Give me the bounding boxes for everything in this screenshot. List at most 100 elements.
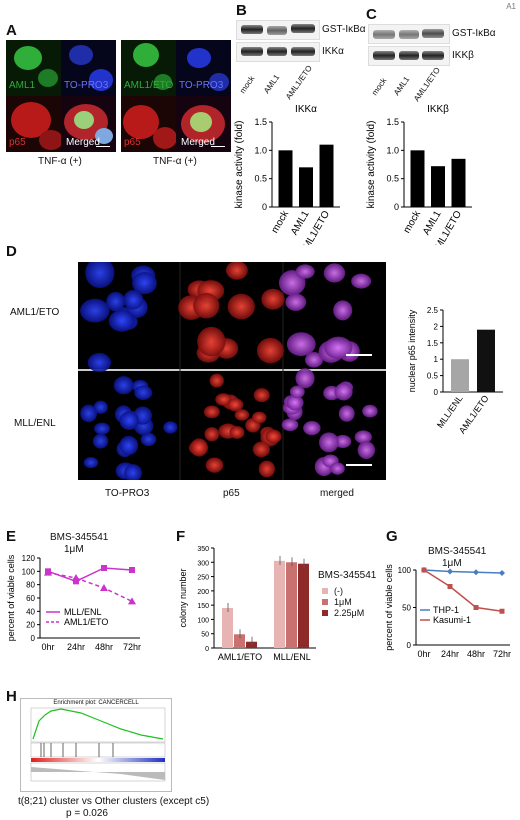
panel-e-legend-label: MLL/ENL <box>64 607 102 617</box>
panel-a-left-merged-label: Merged <box>66 137 100 148</box>
cell <box>229 426 245 439</box>
panel-e-point <box>129 567 135 573</box>
panel-f-bar <box>246 641 257 648</box>
panel-g-legend-label: Kasumi-1 <box>433 615 471 625</box>
panel-c-y-tick-label: 0.5 <box>386 174 399 184</box>
panel-d-y-tick-label: 0.5 <box>427 372 439 381</box>
cell <box>253 388 270 403</box>
panel-f-bar <box>274 560 285 648</box>
cell <box>203 405 220 419</box>
panel-c-blot-1 <box>368 24 450 44</box>
panel-b-y-axis-label: kinase activity (fold) <box>234 121 245 209</box>
panel-c-y-tick-label: 1.5 <box>386 117 399 127</box>
panel-c-lane-label: AML1/ETO <box>412 65 442 104</box>
cell <box>295 264 315 279</box>
cell <box>261 288 285 310</box>
panel-d-row-label: AML1/ETO <box>10 307 60 318</box>
panel-d-y-tick-label: 2 <box>434 322 439 331</box>
cell <box>209 373 224 388</box>
panel-d-y-tick-label: 2.5 <box>427 306 439 315</box>
panel-f-legend-swatch <box>322 588 328 594</box>
cell <box>258 460 275 478</box>
cell <box>362 404 378 418</box>
cell <box>87 353 112 373</box>
cell <box>251 411 267 424</box>
panel-c-bar <box>410 150 425 207</box>
cell <box>286 394 304 411</box>
cell <box>334 434 352 449</box>
cell <box>225 262 248 280</box>
panel-b-lane-label: AML1/ETO <box>284 63 314 102</box>
panel-b-bar <box>299 167 313 207</box>
scale-bar <box>346 464 372 466</box>
panel-g-title: 1μM <box>442 558 462 569</box>
panel-g-x-tick-label: 0hr <box>417 649 430 659</box>
cell <box>303 421 321 436</box>
panel-f-label: F <box>176 528 186 545</box>
panel-g-series-line <box>423 569 503 612</box>
cell <box>227 398 244 412</box>
cell <box>205 457 224 473</box>
cell <box>93 400 108 414</box>
panel-d-y-axis-label: nuclear p65 intensity <box>407 309 417 392</box>
panel-g-y-tick-label: 50 <box>402 604 411 613</box>
cell <box>324 336 353 359</box>
panel-d-y-tick-label: 0 <box>434 388 439 397</box>
cell <box>227 293 255 320</box>
panel-c-y-tick-label: 0 <box>394 202 399 212</box>
panel-e-legend-label: AML1/ETO <box>64 617 108 627</box>
panel-e-series-line <box>47 571 133 603</box>
panel-c-lane-label: AML1 <box>392 74 412 98</box>
panel-g-point <box>473 569 479 576</box>
panel-d-bar <box>451 359 469 392</box>
cell <box>132 272 157 295</box>
cell <box>108 309 135 332</box>
panel-d-row-label: MLL/ENL <box>14 418 56 429</box>
cell <box>134 385 153 401</box>
panel-c-blot-2-label: IKKβ <box>452 50 474 61</box>
panel-c-title: IKKβ <box>427 104 449 115</box>
cell <box>286 332 316 357</box>
panel-b-y-tick-label: 0 <box>262 202 267 212</box>
cell <box>124 464 142 480</box>
panel-g-legend-label: THP-1 <box>433 605 459 615</box>
panel-g-point <box>421 567 427 573</box>
cell <box>304 352 324 368</box>
panel-a-left-caption: TNF-α (+) <box>38 156 82 167</box>
scale-bar <box>211 146 225 147</box>
panel-a-right-merged-label: Merged <box>181 137 215 148</box>
panel-b-y-tick-label: 1.0 <box>254 145 267 155</box>
panel-f-bar <box>286 562 297 648</box>
cell <box>252 441 270 458</box>
panel-d-label: D <box>6 243 17 260</box>
cell <box>334 383 353 401</box>
cell <box>357 441 376 460</box>
panel-e-title: BMS-345541 <box>50 532 109 543</box>
panel-f-y-tick-label: 150 <box>197 603 209 610</box>
cell <box>113 376 134 395</box>
panel-h-enrichment-plot: Enrichment plot: CANCERCELL <box>20 698 172 792</box>
panel-g-title: BMS-345541 <box>428 546 487 557</box>
panel-g-label: G <box>386 528 398 545</box>
cell <box>193 293 220 319</box>
panel-f-y-tick-label: 100 <box>197 617 209 624</box>
cell <box>354 430 372 444</box>
panel-e-point <box>100 584 108 591</box>
panel-g-series-line <box>423 569 503 574</box>
cell <box>295 368 315 389</box>
panel-a-right-green-label: AML1/ETO <box>124 80 174 91</box>
panel-a-left-red-label: p65 <box>9 137 26 148</box>
panel-a-right-red-label: p65 <box>124 137 141 148</box>
cell <box>92 433 109 449</box>
panel-f-legend-label: (-) <box>334 586 343 596</box>
cell <box>289 385 305 399</box>
panel-f-bar <box>222 608 233 648</box>
panel-f-y-tick-label: 250 <box>197 575 209 582</box>
panel-e-label: E <box>6 528 17 545</box>
panel-b-lane-label: mock <box>238 74 257 96</box>
panel-c-blot-1-label: GST-IκBα <box>452 28 496 39</box>
cell <box>197 326 226 357</box>
panel-f-legend-item: (-) <box>322 586 343 596</box>
